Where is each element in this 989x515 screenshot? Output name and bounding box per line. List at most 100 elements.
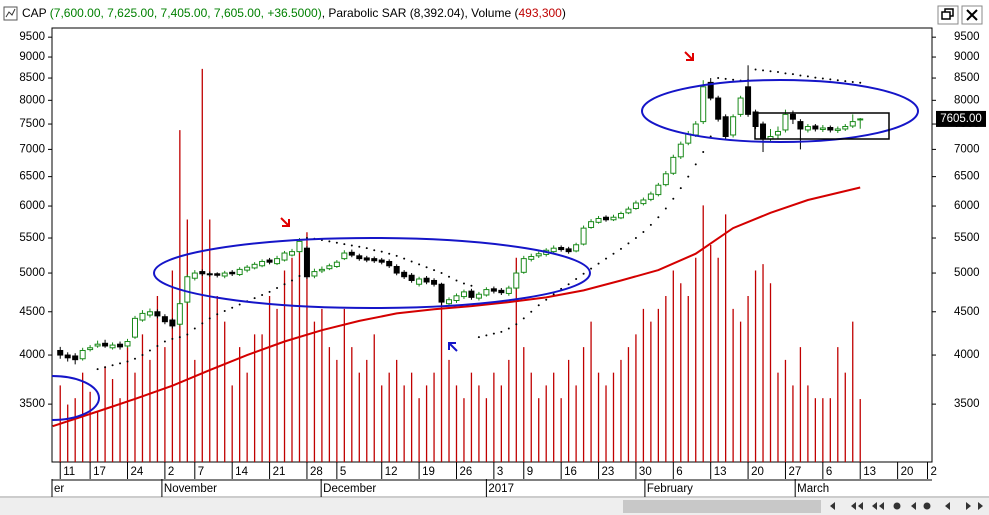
- candle-body: [632, 202, 639, 210]
- scroll-buttons[interactable]: [830, 502, 983, 510]
- scroll-button[interactable]: [830, 502, 835, 510]
- candle-body: [139, 312, 146, 321]
- sar-dot: [178, 336, 181, 339]
- candle-body: [692, 123, 699, 136]
- candle-body: [730, 116, 737, 136]
- scroll-button[interactable]: [872, 502, 884, 510]
- sar-dot: [859, 81, 862, 84]
- month-label: December: [323, 483, 376, 495]
- candle-body: [745, 86, 752, 115]
- x-tick-label: 16: [564, 466, 577, 478]
- candle-body: [603, 216, 610, 221]
- y-tick-label-right: 4000: [954, 349, 980, 361]
- scroll-button[interactable]: [978, 502, 983, 510]
- sar-dot: [111, 364, 114, 367]
- sar-dot: [283, 283, 286, 286]
- sar-dot: [96, 368, 99, 371]
- sar-dot: [806, 75, 809, 78]
- annotations: [52, 51, 919, 421]
- candle-body: [102, 342, 109, 347]
- candle-body: [326, 265, 333, 270]
- close-glyph[interactable]: [966, 9, 978, 21]
- candle-body: [184, 276, 191, 303]
- sar-dot: [642, 231, 645, 234]
- sar-dot: [851, 80, 854, 83]
- sar-dot: [829, 78, 832, 81]
- candle-body: [446, 299, 453, 305]
- scroll-button[interactable]: [893, 502, 901, 510]
- candle-body: [438, 283, 445, 303]
- sar-dot: [732, 78, 735, 81]
- candle-body: [124, 341, 131, 347]
- candle-body: [94, 343, 101, 347]
- candle-body: [266, 259, 273, 263]
- sar-dot: [358, 245, 361, 248]
- x-tick-label: 13: [863, 466, 876, 478]
- close-button[interactable]: [961, 5, 983, 25]
- x-tick-label: 7: [198, 466, 204, 478]
- annotation-arrow: [684, 51, 694, 61]
- candle-body: [782, 113, 789, 131]
- volume-value: 493,300: [518, 6, 562, 20]
- sar-dot: [171, 337, 174, 340]
- sar-dot: [627, 242, 630, 245]
- scroll-button[interactable]: [966, 502, 971, 510]
- candle-body: [259, 260, 266, 267]
- candle-body: [131, 317, 138, 338]
- x-tick-label: 28: [310, 466, 323, 478]
- sar-dot: [694, 163, 697, 166]
- annotation-ellipse: [52, 375, 100, 421]
- candle-body: [804, 125, 811, 131]
- y-tick-label: 6500: [19, 171, 45, 183]
- sar-dot: [575, 277, 578, 280]
- sar-dot: [485, 334, 488, 337]
- candle-body: [341, 252, 348, 260]
- candle-body: [199, 271, 206, 275]
- x-tick-label: 6: [676, 466, 682, 478]
- candle-body: [206, 273, 213, 276]
- candle-body: [640, 199, 647, 205]
- candle-body: [797, 121, 804, 130]
- scroll-button[interactable]: [911, 502, 916, 510]
- sar-dot: [500, 330, 503, 333]
- scroll-button[interactable]: [945, 502, 950, 510]
- sar-dot: [388, 252, 391, 255]
- candle-body: [289, 251, 295, 256]
- candle-body: [460, 291, 467, 298]
- sar-dot: [612, 252, 615, 255]
- sar-dot: [754, 68, 757, 71]
- candle-body: [191, 272, 198, 279]
- x-tick-label: 17: [93, 466, 106, 478]
- candle-body: [617, 212, 624, 219]
- sar-dot: [231, 306, 234, 309]
- scrollbar[interactable]: [0, 498, 989, 515]
- scrollbar-thumb[interactable]: [623, 500, 821, 513]
- annotation-ellipse: [641, 79, 919, 143]
- scroll-button[interactable]: [851, 502, 863, 510]
- scroll-button[interactable]: [923, 502, 931, 510]
- candle-body: [378, 259, 385, 263]
- restore-glyph[interactable]: [941, 11, 951, 20]
- sar-dot: [291, 279, 293, 282]
- sar-dot: [141, 354, 144, 357]
- x-tick-label: 5: [340, 466, 346, 478]
- candle-body: [700, 86, 707, 123]
- candle-body: [789, 113, 796, 120]
- sar-dot: [261, 294, 264, 297]
- y-tick-label: 3500: [19, 398, 45, 410]
- y-tick-label: 9500: [19, 31, 45, 43]
- x-tick-label: 20: [901, 466, 914, 478]
- candle-body: [348, 251, 355, 256]
- candle-body: [79, 349, 86, 360]
- sar-dot: [530, 310, 533, 313]
- x-tick-label: 13: [714, 466, 727, 478]
- sar-dot: [799, 74, 802, 77]
- sar-dot: [784, 72, 787, 75]
- candle-body: [274, 258, 281, 265]
- candle-body: [774, 130, 781, 136]
- restore-button[interactable]: [937, 5, 959, 25]
- candle-body: [647, 193, 654, 200]
- x-tick-label: 20: [751, 466, 764, 478]
- candle-body: [221, 272, 228, 277]
